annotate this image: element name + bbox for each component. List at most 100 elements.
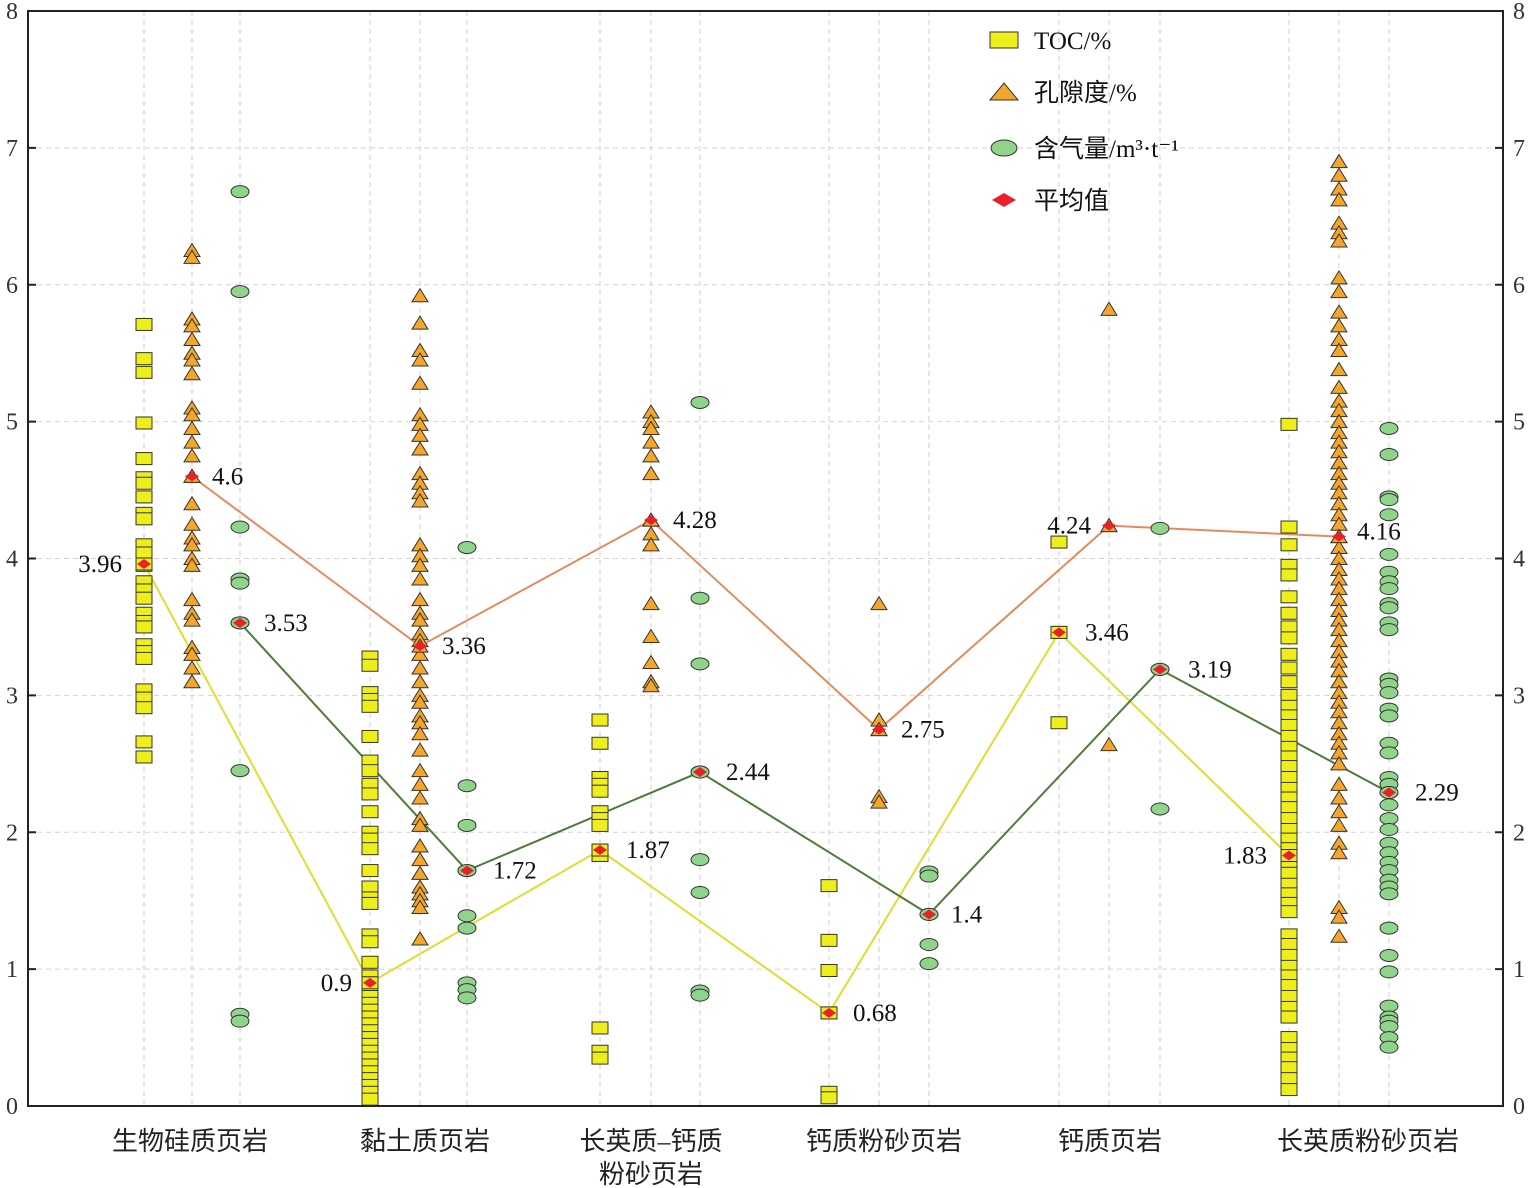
y-tick-label-left: 0	[6, 1094, 18, 1120]
toc-point	[1280, 812, 1298, 826]
toc-point	[1280, 760, 1298, 774]
y-tick-label-right: 0	[1513, 1094, 1525, 1120]
gas-mean-label: 3.53	[264, 610, 308, 637]
gas-point	[1379, 1040, 1399, 1054]
gas-point	[457, 909, 477, 923]
toc-point	[1280, 1083, 1298, 1097]
toc-point	[1280, 631, 1298, 645]
porosity-point	[1330, 283, 1348, 299]
gas-point	[1379, 798, 1399, 812]
y-tick-label-left: 7	[6, 136, 18, 162]
porosity-point	[183, 365, 201, 381]
toc-point	[1050, 535, 1068, 549]
toc-point	[1280, 688, 1298, 702]
gas-point	[230, 576, 250, 590]
mean-diamond	[1382, 787, 1396, 798]
x-category-label: 长英质–钙质	[579, 1127, 722, 1156]
toc-point	[1280, 620, 1298, 634]
x-category-label: 生物硅质页岩	[112, 1127, 268, 1156]
toc-point	[135, 591, 153, 605]
toc-point	[135, 416, 153, 430]
toc-mean-label: 3.96	[78, 551, 122, 578]
gas-mean-label: 2.44	[726, 759, 770, 786]
toc-point	[135, 365, 153, 379]
toc-point	[1280, 1031, 1298, 1045]
gas-point	[919, 869, 939, 883]
legend-gas-label: 含气量/m³·t⁻¹	[1034, 135, 1179, 163]
porosity-point	[1330, 844, 1348, 860]
toc-point	[1280, 590, 1298, 604]
gas-point	[457, 818, 477, 832]
porosity-point	[183, 447, 201, 463]
porosity-point	[870, 794, 888, 809]
porosity-point	[1330, 790, 1348, 805]
toc-point	[135, 512, 153, 526]
mean-diamond	[185, 471, 199, 482]
toc-point	[1280, 1061, 1298, 1075]
toc-point	[1280, 1010, 1298, 1024]
gas-mean-label: 1.72	[493, 858, 537, 885]
gas-point	[230, 520, 250, 534]
x-category-label: 粉砂页岩	[599, 1160, 703, 1188]
gas-point	[919, 937, 939, 951]
gas-mean-line	[239, 622, 1390, 916]
toc-point	[820, 933, 838, 947]
toc-point	[361, 842, 379, 856]
gas-mean-label: 3.19	[1188, 656, 1232, 683]
toc-mean-label: 1.83	[1223, 843, 1267, 870]
toc-point	[1280, 990, 1298, 1003]
toc-point	[361, 658, 379, 672]
gas-point	[1150, 521, 1170, 535]
y-tick-label-left: 1	[6, 957, 18, 983]
toc-point	[361, 896, 379, 910]
toc-point	[591, 736, 609, 750]
porosity-point	[183, 434, 201, 449]
gas-point	[1379, 421, 1399, 435]
porosity-point	[411, 315, 429, 330]
gas-point	[1379, 601, 1399, 615]
porosity-point	[183, 495, 201, 511]
porosity-point	[642, 434, 660, 449]
porosity-point	[1330, 755, 1348, 771]
toc-point	[361, 699, 379, 713]
toc-point	[1280, 937, 1298, 951]
toc-mean-line	[143, 563, 1290, 1015]
mean-lines	[143, 475, 1390, 1015]
gas-point	[457, 921, 477, 935]
gas-point	[690, 988, 710, 1002]
porosity-point	[1100, 736, 1118, 752]
toc-point	[135, 490, 153, 504]
porosity-point	[183, 420, 201, 435]
legend-mean-swatch	[992, 193, 1016, 207]
porosity-point	[411, 851, 429, 867]
y-tick-label-left: 3	[6, 683, 18, 709]
gas-point	[1379, 812, 1399, 826]
gas-point	[230, 1014, 250, 1028]
toc-mean-label: 3.46	[1085, 619, 1129, 646]
porosity-point	[411, 571, 429, 586]
porosity-point	[183, 249, 201, 264]
gas-point	[1379, 746, 1399, 760]
porosity-mean-label: 4.24	[1047, 513, 1091, 540]
porosity-point	[411, 725, 429, 741]
gas-point	[690, 853, 710, 867]
gas-point	[690, 657, 710, 671]
gas-point	[1379, 887, 1399, 901]
porosity-point	[411, 931, 429, 946]
y-tick-label-right: 3	[1513, 683, 1525, 709]
toc-mean-label: 0.68	[853, 1000, 897, 1027]
toc-point	[1280, 979, 1298, 993]
porosity-mean-label: 2.75	[901, 717, 945, 744]
gas-point	[919, 957, 939, 971]
y-tick-label-left: 8	[6, 0, 18, 25]
porosity-point	[183, 557, 201, 572]
toc-point	[135, 735, 153, 749]
toc-point	[1280, 661, 1298, 675]
porosity-point	[411, 742, 429, 757]
y-tick-label-right: 7	[1513, 136, 1525, 162]
porosity-point	[411, 287, 429, 303]
y-tick-label-right: 6	[1513, 273, 1525, 299]
toc-point	[1280, 417, 1298, 431]
toc-point	[135, 352, 153, 366]
